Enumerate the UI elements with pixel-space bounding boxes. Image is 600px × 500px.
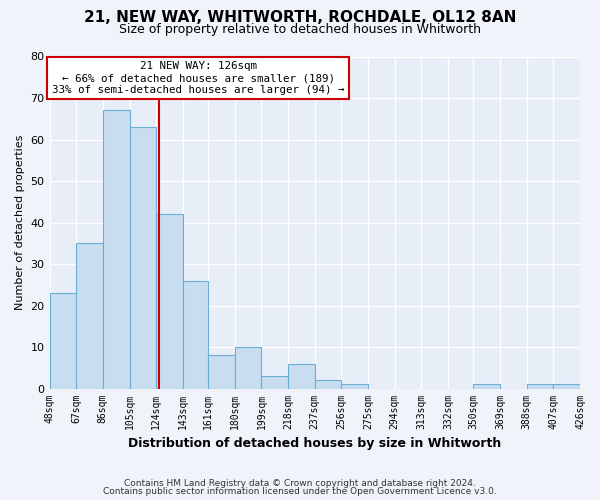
Y-axis label: Number of detached properties: Number of detached properties	[15, 135, 25, 310]
Bar	[156, 214, 183, 388]
Bar	[262, 376, 288, 388]
Bar	[473, 384, 500, 388]
Bar	[208, 356, 235, 388]
Text: Contains public sector information licensed under the Open Government Licence v3: Contains public sector information licen…	[103, 487, 497, 496]
Bar	[50, 293, 76, 388]
X-axis label: Distribution of detached houses by size in Whitworth: Distribution of detached houses by size …	[128, 437, 502, 450]
Text: 21 NEW WAY: 126sqm
← 66% of detached houses are smaller (189)
33% of semi-detach: 21 NEW WAY: 126sqm ← 66% of detached hou…	[52, 62, 344, 94]
Text: Size of property relative to detached houses in Whitworth: Size of property relative to detached ho…	[119, 22, 481, 36]
Bar	[288, 364, 315, 388]
Bar	[553, 384, 580, 388]
Bar	[341, 384, 368, 388]
Bar	[183, 280, 208, 388]
Bar	[235, 347, 262, 389]
Text: Contains HM Land Registry data © Crown copyright and database right 2024.: Contains HM Land Registry data © Crown c…	[124, 478, 476, 488]
Bar	[315, 380, 341, 388]
Bar	[76, 244, 103, 388]
Bar	[527, 384, 553, 388]
Text: 21, NEW WAY, WHITWORTH, ROCHDALE, OL12 8AN: 21, NEW WAY, WHITWORTH, ROCHDALE, OL12 8…	[84, 10, 516, 25]
Bar	[130, 127, 156, 388]
Bar	[103, 110, 130, 388]
